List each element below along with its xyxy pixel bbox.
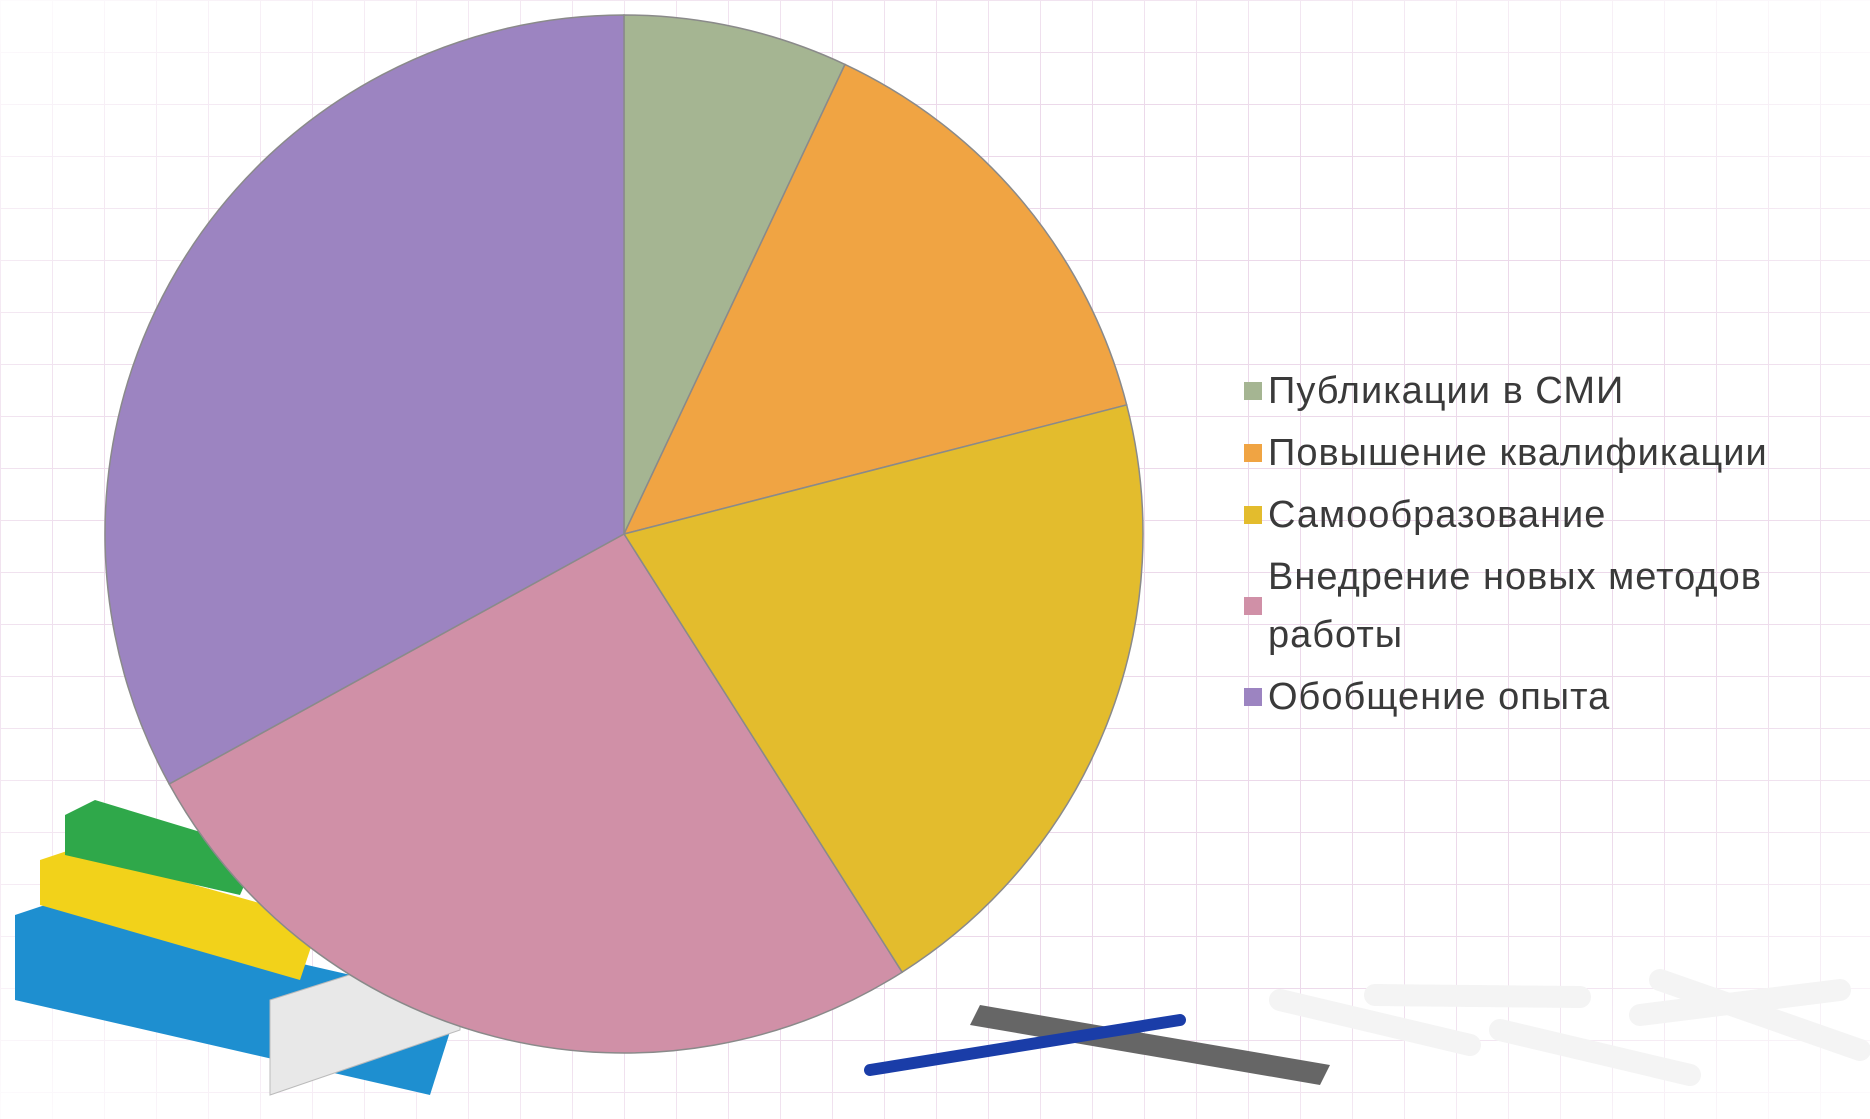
legend-swatch (1244, 506, 1262, 524)
legend-swatch (1244, 382, 1262, 400)
pie-slice (623, 14, 846, 535)
decoration-books (15, 800, 461, 1096)
legend-item: Повышение квалификации (1244, 424, 1844, 482)
legend-item: Обобщение опыта (1244, 668, 1844, 726)
legend-item: Самообразование (1244, 486, 1844, 544)
pie (104, 14, 1144, 1054)
legend-swatch (1244, 444, 1262, 462)
legend-swatch (1244, 688, 1262, 706)
legend-item: Внедрение новых методов работы (1244, 548, 1844, 664)
legend-label: Самообразование (1268, 494, 1607, 536)
pie-slice (104, 14, 625, 786)
legend-label: Внедрение новых методов работы (1268, 556, 1762, 656)
legend: Публикации в СМИ Повышение квалификации Са… (1244, 362, 1844, 730)
legend-item: Публикации в СМИ (1244, 362, 1844, 420)
decoration-stationery (864, 969, 1870, 1086)
pie-slice (622, 404, 1144, 974)
legend-swatch (1244, 597, 1262, 615)
legend-label: Обобщение опыта (1268, 676, 1611, 718)
legend-label: Публикации в СМИ (1268, 370, 1625, 412)
legend-label: Повышение квалификации (1268, 432, 1768, 474)
pie-slice (622, 63, 1128, 536)
pie-slice (168, 533, 904, 1054)
